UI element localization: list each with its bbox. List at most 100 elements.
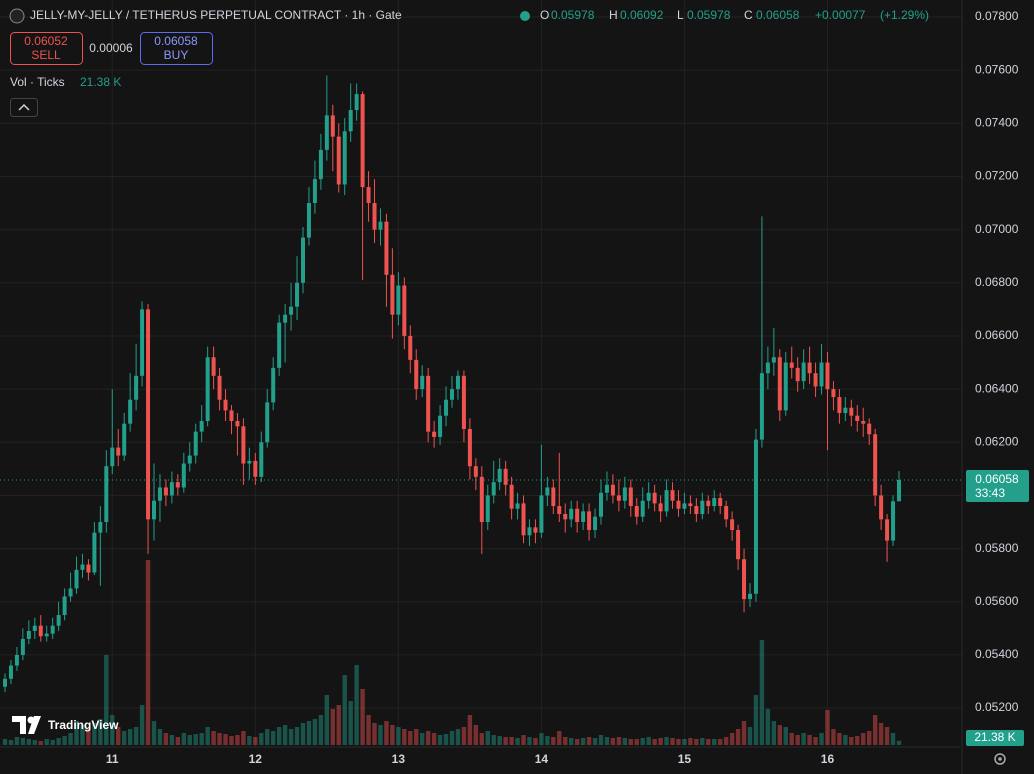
volume-bar <box>425 731 431 745</box>
ohlc-change: +0.00077 <box>815 8 866 22</box>
candle-body <box>116 447 121 456</box>
y-tick-label: 0.05600 <box>975 594 1019 608</box>
sell-button[interactable] <box>10 32 83 65</box>
x-tick-label: 13 <box>392 752 406 766</box>
candle-body <box>497 468 502 483</box>
candle-body <box>557 506 562 515</box>
candle-body <box>229 410 234 422</box>
volume-bar <box>235 735 240 745</box>
candle-body <box>181 463 186 488</box>
candle-body <box>539 495 544 533</box>
collapse-button[interactable] <box>10 98 38 117</box>
volume-bar <box>306 721 312 745</box>
candle-body <box>38 625 43 637</box>
volume-bar <box>843 735 848 745</box>
volume-bar <box>205 727 210 745</box>
volume-bar <box>14 737 20 745</box>
volume-bar <box>896 740 902 745</box>
volume-bar <box>807 735 812 745</box>
volume-bar <box>133 727 139 745</box>
volume-bar <box>735 729 741 745</box>
candle-body <box>193 431 198 456</box>
candle-body <box>420 375 425 390</box>
volume-bar <box>431 733 437 745</box>
y-tick-label: 0.06800 <box>975 275 1019 289</box>
buy-button[interactable] <box>140 32 213 65</box>
volume-bar <box>509 737 514 745</box>
candle-body <box>354 94 359 111</box>
volume-bar <box>491 735 496 745</box>
volume-legend: Vol · Ticks <box>10 75 65 89</box>
volume-bar <box>187 735 192 745</box>
candle-body <box>217 375 222 400</box>
settings-icon[interactable] <box>994 753 1006 765</box>
candle-body <box>444 399 449 416</box>
volume-bar <box>718 739 723 745</box>
volume-bar <box>348 701 353 745</box>
volume-bar <box>199 733 204 745</box>
volume-bar <box>330 709 335 745</box>
candle-body <box>521 503 526 536</box>
candle-body <box>241 426 246 464</box>
candle-body <box>759 373 764 440</box>
volume-bar <box>211 731 216 745</box>
candle-body <box>753 439 758 594</box>
candle-body <box>694 506 699 515</box>
volume-bar <box>44 739 49 745</box>
volume-bar <box>867 731 872 745</box>
candle-body <box>390 274 395 315</box>
candle-body <box>68 588 73 597</box>
volume-bar <box>592 738 598 745</box>
candle-body <box>712 498 717 507</box>
x-tick-label: 15 <box>678 752 692 766</box>
volume-bar <box>771 721 777 745</box>
status-dot <box>520 11 530 21</box>
candle-body <box>563 514 568 520</box>
volume-bar <box>271 731 276 745</box>
candle-body <box>730 519 735 530</box>
volume-bar <box>402 729 407 745</box>
volume-bar <box>890 733 896 745</box>
candle-body <box>378 221 383 230</box>
candle-body <box>843 407 848 414</box>
x-tick-label: 16 <box>821 752 835 766</box>
volume-bar <box>253 737 258 745</box>
volume-bar <box>294 727 300 745</box>
volume-bar <box>467 715 473 745</box>
volume-bar <box>831 729 836 745</box>
volume-bar <box>783 727 788 745</box>
y-tick-label: 0.05200 <box>975 700 1019 714</box>
volume-bar <box>747 727 753 745</box>
volume-bar <box>533 738 538 745</box>
countdown: 33:43 <box>975 486 1005 500</box>
candle-body <box>503 468 508 485</box>
volume-bar <box>92 723 97 745</box>
x-tick-label: 11 <box>106 752 119 766</box>
candle-body <box>634 506 639 517</box>
volume-bar <box>384 721 389 745</box>
volume-bar <box>414 729 419 745</box>
volume-bar <box>610 738 616 745</box>
volume-legend-value: 21.38 K <box>80 75 121 89</box>
volume-bar <box>151 721 157 745</box>
volume-bar <box>503 737 508 745</box>
candle-body <box>873 434 878 496</box>
candle-body <box>140 309 145 376</box>
candle-body <box>849 407 854 416</box>
volume-bar <box>479 733 484 745</box>
brand-logo-dot <box>27 716 35 724</box>
candle-body <box>426 375 431 432</box>
volume-bar <box>712 739 717 745</box>
volume-bar <box>634 739 639 745</box>
candle-body <box>74 569 79 589</box>
candle-body <box>271 367 276 403</box>
y-tick-label: 0.05800 <box>975 541 1019 555</box>
volume-bar <box>604 737 610 745</box>
volume-bar <box>116 727 121 745</box>
volume-bar <box>801 733 806 745</box>
candle-body <box>861 421 866 424</box>
volume-bar <box>74 721 79 745</box>
volume-bar <box>765 709 771 745</box>
candle-body <box>312 179 317 204</box>
volume-bar <box>241 731 246 745</box>
